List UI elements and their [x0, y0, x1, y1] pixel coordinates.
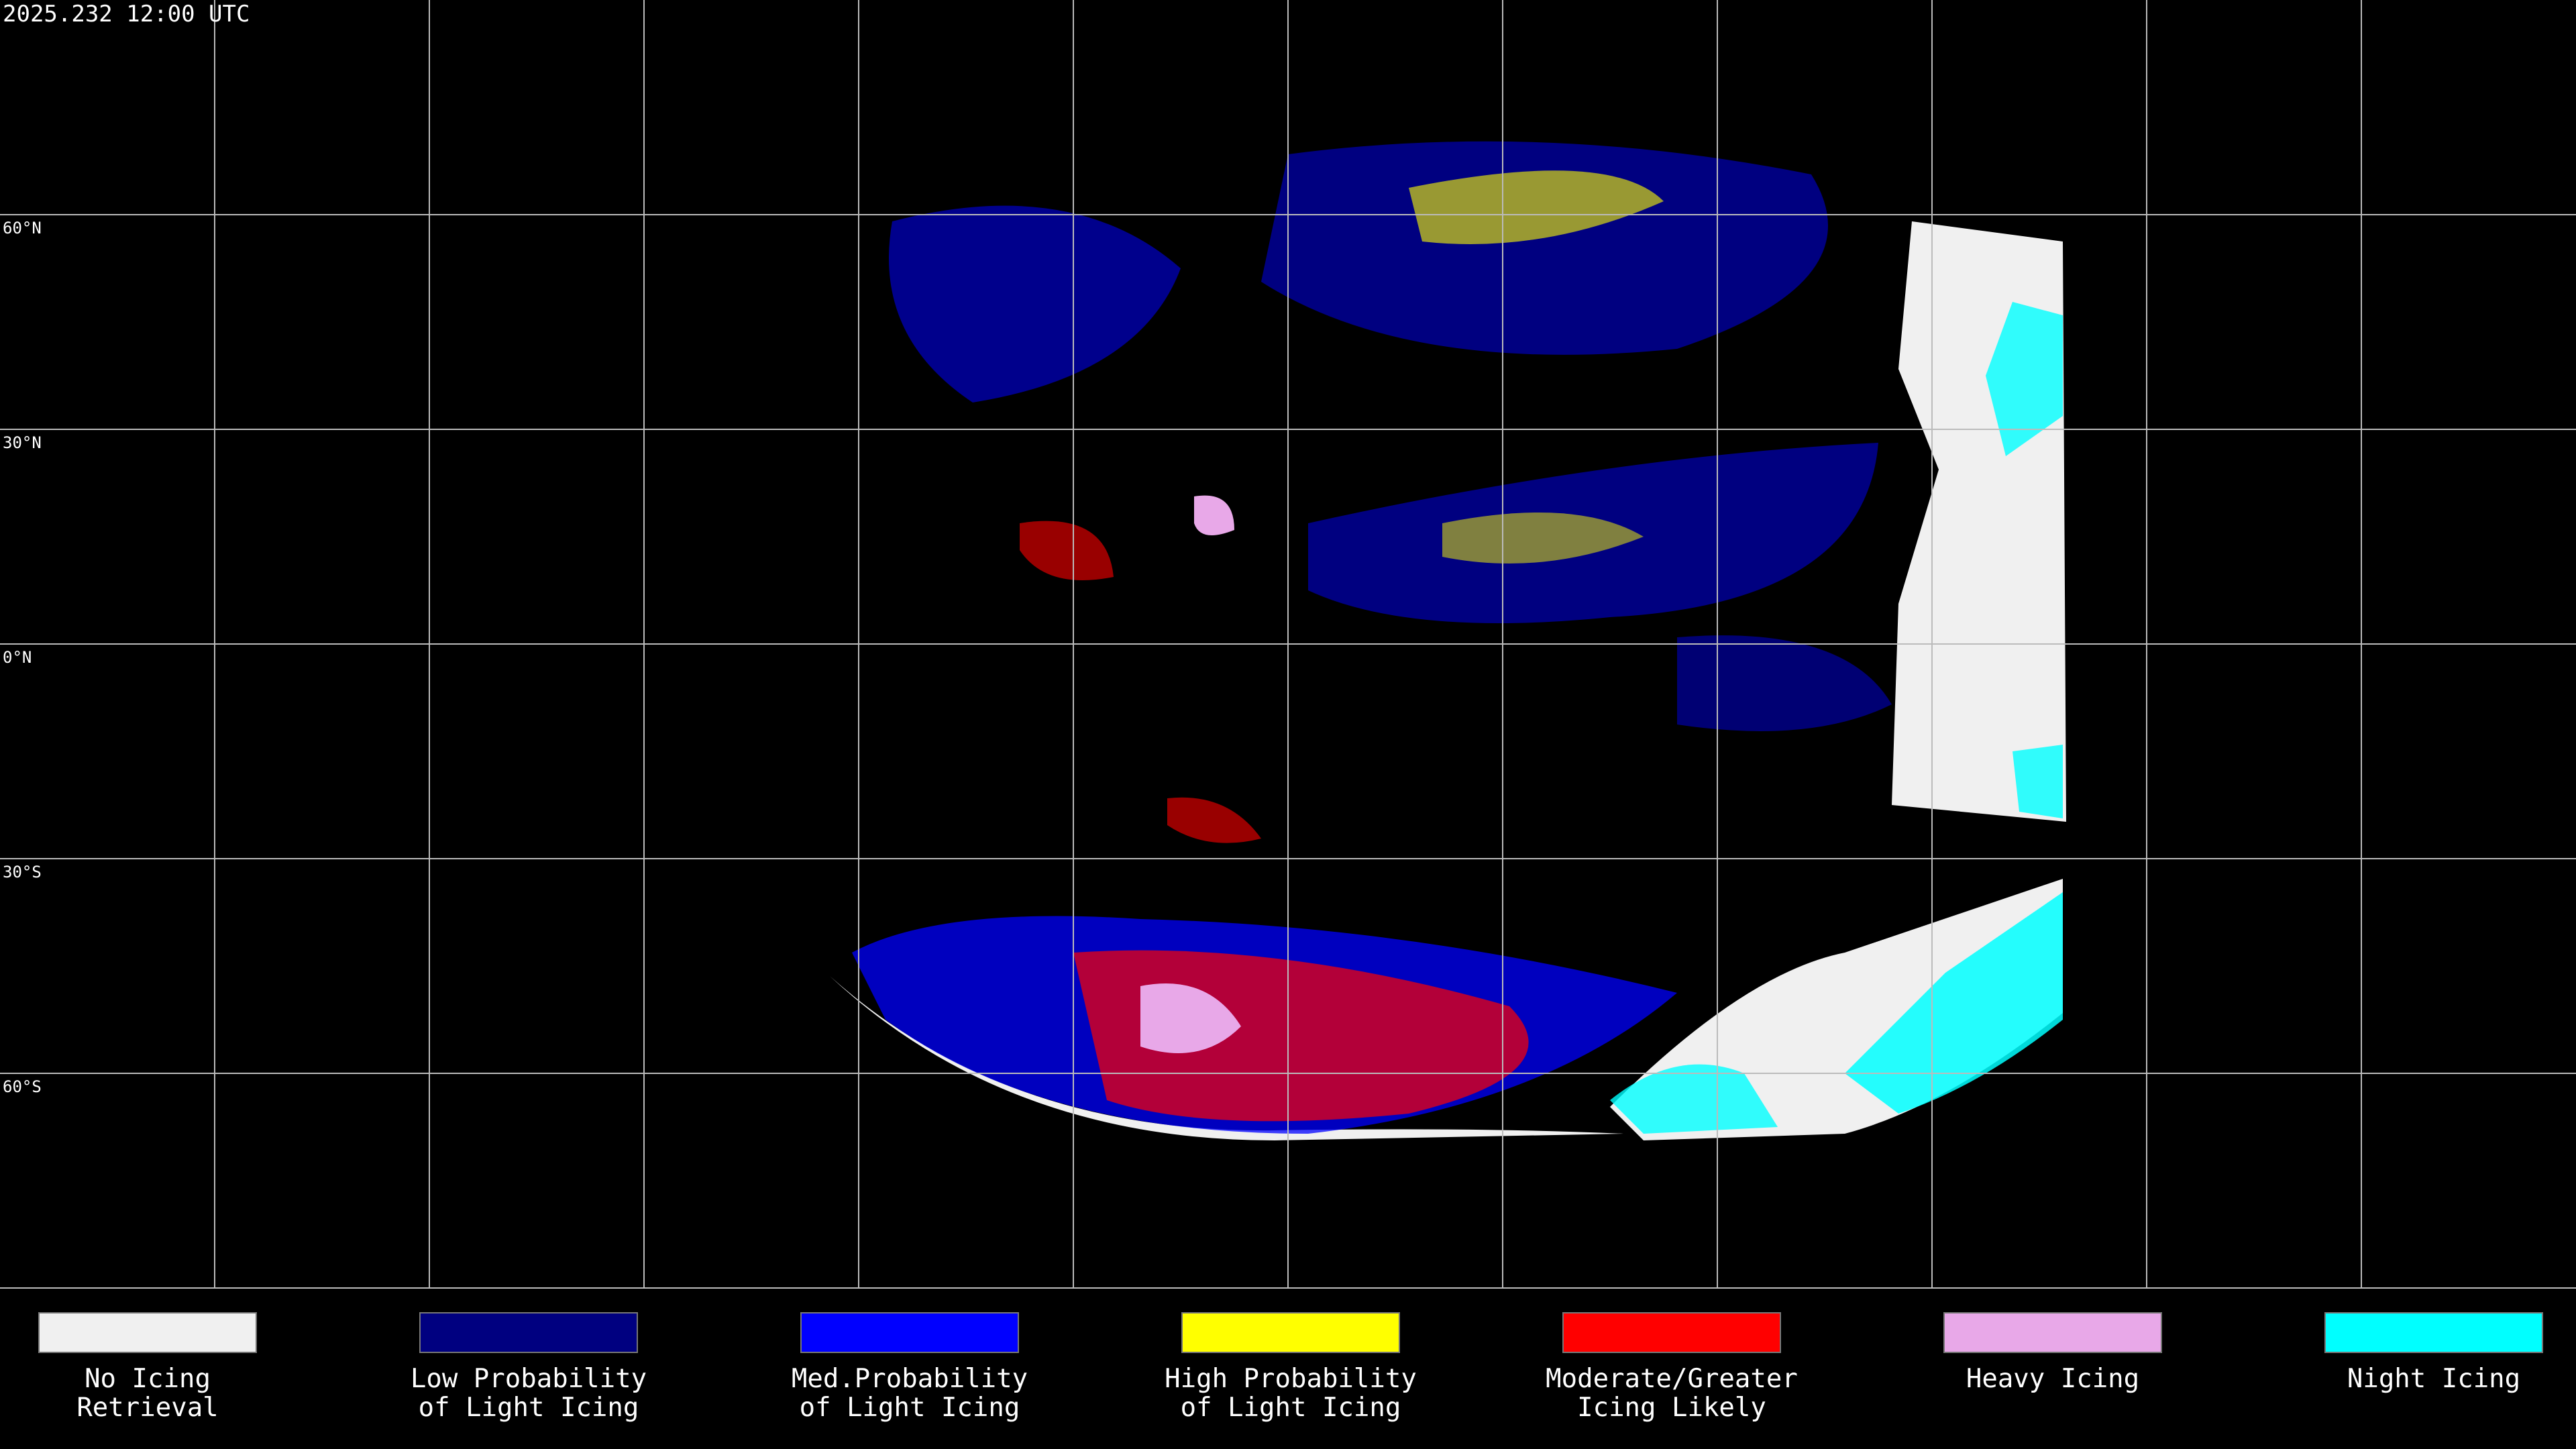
- icing-area: [1409, 170, 1664, 244]
- latitude-label: 30°S: [3, 863, 42, 881]
- night-icing-area: [2012, 745, 2063, 818]
- icing-area: [1140, 983, 1241, 1053]
- icing-area: [889, 205, 1181, 402]
- legend-label: Retrieval: [76, 1393, 218, 1423]
- icing-area: [1167, 797, 1261, 843]
- product-overlay: [830, 141, 2066, 1140]
- latitude-label: 60°N: [3, 219, 42, 237]
- icing-area: [1261, 141, 1828, 355]
- legend-label: High Probability: [1165, 1364, 1417, 1394]
- legend-swatch: [419, 1312, 638, 1353]
- graticule: [0, 0, 2576, 1289]
- night-icing-area: [1610, 1064, 1778, 1134]
- legend-swatch: [38, 1312, 257, 1353]
- legend-label: Low Probability: [411, 1364, 647, 1394]
- legend-swatch: [1943, 1312, 2162, 1353]
- timestamp: 2025.232 12:00 UTC: [3, 1, 250, 28]
- legend-swatch: [2324, 1312, 2543, 1353]
- icing-area: [1442, 513, 1644, 564]
- icing-area: [1194, 495, 1234, 535]
- legend-label: No Icing: [85, 1364, 211, 1394]
- legend-label: of Light Icing: [800, 1393, 1020, 1423]
- legend-label: Heavy Icing: [1966, 1364, 2139, 1394]
- legend-swatch: [800, 1312, 1019, 1353]
- latitude-label: 30°N: [3, 433, 42, 452]
- legend-label: of Light Icing: [419, 1393, 639, 1423]
- icing-area: [1020, 521, 1114, 580]
- legend-label: Icing Likely: [1577, 1393, 1766, 1423]
- legend-swatch: [1562, 1312, 1781, 1353]
- legend-label: Moderate/Greater: [1546, 1364, 1798, 1394]
- night-icing-area: [1986, 302, 2063, 456]
- latitude-label: 0°N: [3, 648, 32, 667]
- legend-label: Med.Probability: [792, 1364, 1028, 1394]
- legend-swatch: [1181, 1312, 1400, 1353]
- latitude-label: 60°S: [3, 1077, 42, 1096]
- icing-area: [1677, 635, 1892, 731]
- legend-label: of Light Icing: [1181, 1393, 1401, 1423]
- night-icing-area: [1845, 892, 2063, 1114]
- legend-label: Night Icing: [2347, 1364, 2520, 1394]
